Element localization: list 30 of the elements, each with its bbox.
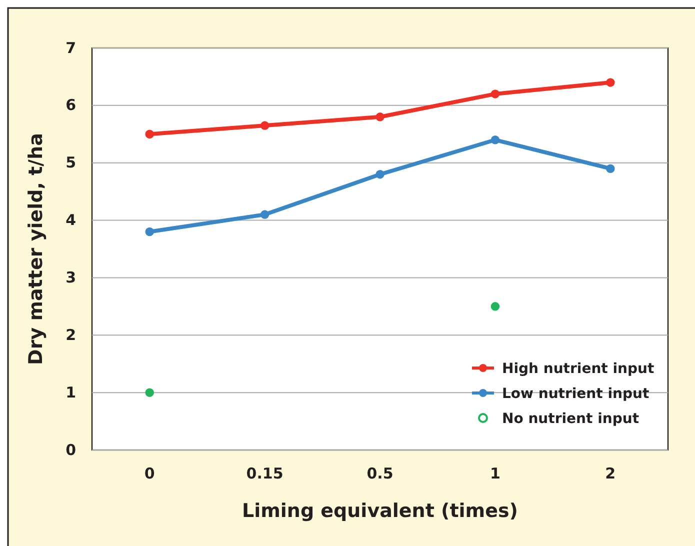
point <box>260 121 270 130</box>
point <box>490 90 500 98</box>
y-tick-label: 1 <box>66 383 76 402</box>
point <box>376 170 384 179</box>
point <box>145 388 154 397</box>
x-axis-title: Liming equivalent (times) <box>242 500 518 522</box>
y-tick-label: 6 <box>66 96 76 114</box>
point <box>145 227 154 236</box>
y-tick-label: 5 <box>66 154 76 172</box>
x-tick-label: 2 <box>605 464 616 483</box>
y-tick-label: 7 <box>66 38 76 57</box>
x-tick-label: 0.15 <box>246 464 284 483</box>
x-tick-label: 0 <box>144 464 155 483</box>
legend-label: Low nutrient input <box>502 386 650 402</box>
point <box>606 78 615 87</box>
y-tick-label: 4 <box>66 211 76 230</box>
point <box>376 112 384 122</box>
legend-label: No nutrient input <box>502 410 640 427</box>
y-tick-label: 2 <box>66 326 76 344</box>
x-tick-label: 1 <box>490 464 500 483</box>
point <box>490 302 500 311</box>
point <box>490 136 500 144</box>
point <box>260 210 270 219</box>
y-axis-title: Dry matter yield, t/ha <box>25 133 47 365</box>
legend-label: High nutrient input <box>502 360 654 377</box>
x-tick-label: 0.5 <box>366 464 394 483</box>
y-tick-label: 3 <box>66 268 76 287</box>
point <box>145 130 154 139</box>
y-tick-label: 0 <box>66 440 76 459</box>
point <box>606 164 615 173</box>
